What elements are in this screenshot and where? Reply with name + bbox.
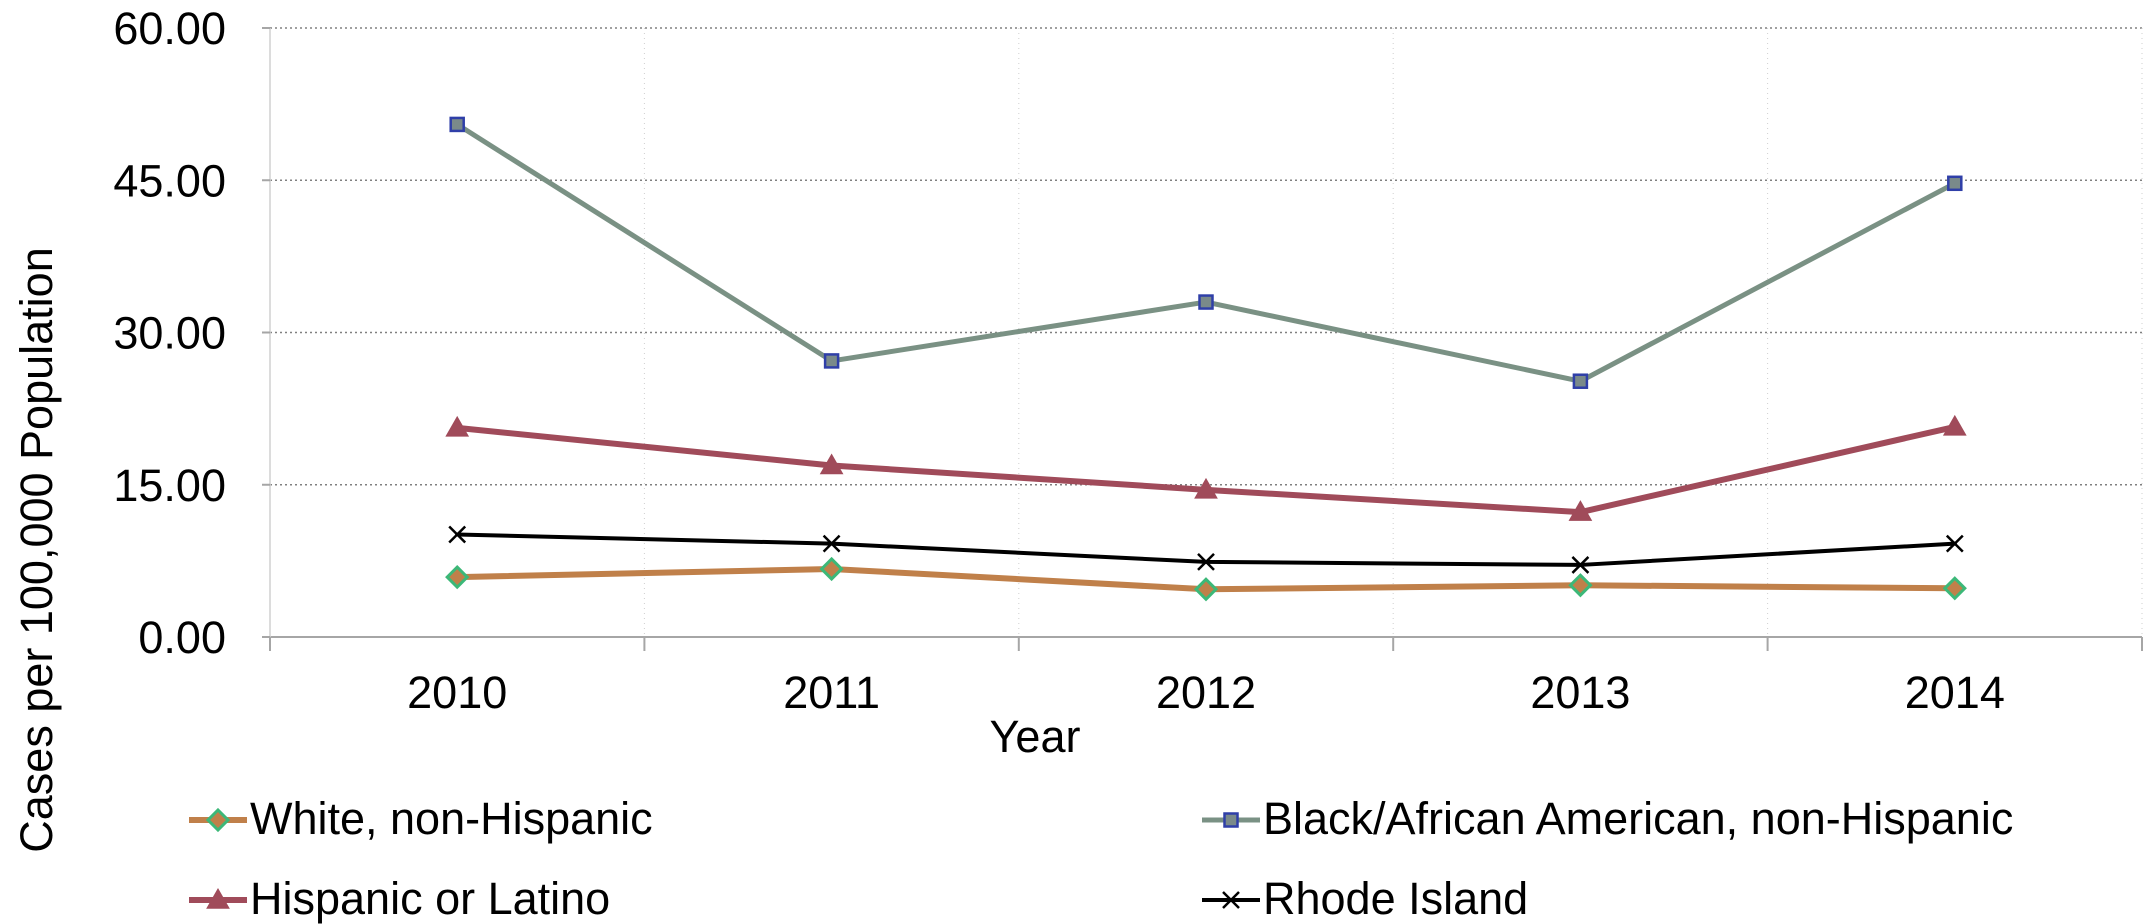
data-point-hispanic-or-latino <box>819 453 844 475</box>
legend-swatch-marker-rhode-island <box>1222 891 1240 909</box>
data-point-rhode-island <box>448 525 467 544</box>
series-rhode-island <box>448 525 1964 574</box>
data-point-rhode-island <box>1945 534 1964 553</box>
y-tick-labels: 0.00 15.00 30.00 45.00 60.00 <box>113 3 226 663</box>
data-point-hispanic-or-latino <box>445 415 470 437</box>
data-point-black-african-american-non-hispanic <box>449 116 465 133</box>
legend-label-black-african-american-non-hispanic: Black/African American, non-Hispanic <box>1263 793 2013 844</box>
data-point-black-african-american-non-hispanic <box>823 353 840 369</box>
y-tick-label: 30.00 <box>113 308 226 359</box>
legend-item-white-non-hispanic: White, non-Hispanic <box>189 793 653 844</box>
legend: White, non-Hispanic Black/African Americ… <box>189 793 2013 924</box>
legend-item-rhode-island: Rhode Island <box>1202 873 1528 924</box>
data-point-white-non-hispanic <box>819 556 844 582</box>
data-point-black-african-american-non-hispanic <box>1198 294 1214 310</box>
legend-swatch-marker-black-african-american-non-hispanic <box>1223 812 1239 828</box>
y-tick-label: 15.00 <box>113 460 226 511</box>
y-tick-label: 0.00 <box>138 612 226 663</box>
legend-swatch-marker-hispanic-or-latino <box>206 887 230 909</box>
data-point-white-non-hispanic <box>1568 573 1593 598</box>
series-line-hispanic-or-latino <box>454 423 1958 516</box>
data-point-black-african-american-non-hispanic <box>1947 175 1963 192</box>
x-tick-label: 2012 <box>1156 667 1256 718</box>
y-axis-title: Cases per 100,000 Population <box>11 247 62 852</box>
legend-label-rhode-island: Rhode Island <box>1263 873 1528 924</box>
data-point-black-african-american-non-hispanic <box>1572 373 1589 389</box>
series-white-non-hispanic <box>445 556 1967 602</box>
axes <box>262 27 2143 651</box>
data-point-hispanic-or-latino <box>1568 500 1593 521</box>
x-tick-labels: 2010 2011 2012 2013 2014 <box>407 667 2005 718</box>
x-tick-label: 2013 <box>1530 667 1630 718</box>
data-point-hispanic-or-latino <box>1942 414 1967 436</box>
x-tick-label: 2014 <box>1905 667 2005 718</box>
data-point-rhode-island <box>1197 553 1215 571</box>
legend-label-hispanic-or-latino: Hispanic or Latino <box>250 873 610 924</box>
x-axis-title: Year <box>990 711 1081 762</box>
data-point-rhode-island <box>1571 556 1590 574</box>
legend-label-white-non-hispanic: White, non-Hispanic <box>250 793 653 844</box>
legend-swatch-marker-white-non-hispanic <box>205 807 231 833</box>
y-tick-label: 45.00 <box>113 155 226 206</box>
series-black-african-american-non-hispanic <box>449 116 1963 389</box>
legend-item-hispanic-or-latino: Hispanic or Latino <box>189 873 610 924</box>
series-line-black-african-american-non-hispanic <box>454 121 1958 384</box>
data-point-white-non-hispanic <box>1942 576 1967 601</box>
data-point-rhode-island <box>822 534 841 553</box>
data-point-white-non-hispanic <box>1193 577 1219 602</box>
series-group <box>445 116 1967 602</box>
y-tick-label: 60.00 <box>113 3 226 54</box>
series-hispanic-or-latino <box>445 414 1967 521</box>
x-tick-label: 2011 <box>783 667 880 718</box>
legend-item-black-african-american-non-hispanic: Black/African American, non-Hispanic <box>1202 793 2013 844</box>
gridlines <box>269 27 2143 637</box>
x-tick-label: 2010 <box>407 667 507 718</box>
data-point-hispanic-or-latino <box>1194 477 1218 499</box>
data-point-white-non-hispanic <box>445 564 470 590</box>
